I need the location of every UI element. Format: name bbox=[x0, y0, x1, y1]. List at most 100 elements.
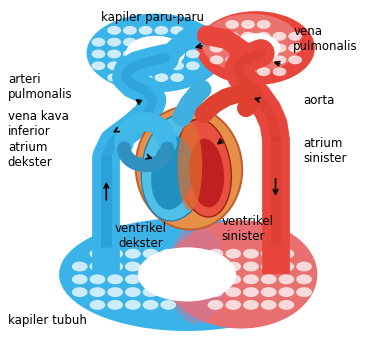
Ellipse shape bbox=[241, 55, 255, 64]
Ellipse shape bbox=[143, 261, 159, 271]
Ellipse shape bbox=[273, 67, 286, 76]
Ellipse shape bbox=[210, 44, 223, 53]
Ellipse shape bbox=[241, 44, 255, 53]
Ellipse shape bbox=[261, 287, 276, 297]
Ellipse shape bbox=[176, 119, 231, 217]
Ellipse shape bbox=[243, 274, 259, 284]
Ellipse shape bbox=[186, 61, 200, 70]
Ellipse shape bbox=[154, 49, 168, 58]
Ellipse shape bbox=[126, 36, 185, 70]
Ellipse shape bbox=[261, 261, 276, 271]
Ellipse shape bbox=[190, 287, 206, 297]
Ellipse shape bbox=[123, 73, 137, 82]
Ellipse shape bbox=[139, 61, 153, 70]
Ellipse shape bbox=[123, 38, 137, 47]
Ellipse shape bbox=[178, 122, 202, 211]
Ellipse shape bbox=[279, 249, 294, 259]
Ellipse shape bbox=[178, 261, 194, 271]
Ellipse shape bbox=[257, 44, 271, 53]
Ellipse shape bbox=[190, 274, 206, 284]
Ellipse shape bbox=[125, 287, 141, 297]
Text: vena kava
inferior: vena kava inferior bbox=[8, 110, 69, 138]
Ellipse shape bbox=[154, 38, 168, 47]
Ellipse shape bbox=[261, 300, 276, 310]
Ellipse shape bbox=[143, 274, 159, 284]
Ellipse shape bbox=[288, 55, 302, 64]
Ellipse shape bbox=[243, 287, 259, 297]
Ellipse shape bbox=[154, 73, 168, 82]
Ellipse shape bbox=[186, 49, 200, 58]
Ellipse shape bbox=[241, 20, 255, 29]
Ellipse shape bbox=[151, 137, 193, 210]
Ellipse shape bbox=[186, 38, 200, 47]
Ellipse shape bbox=[225, 20, 239, 29]
Ellipse shape bbox=[208, 300, 223, 310]
Ellipse shape bbox=[210, 32, 223, 41]
Ellipse shape bbox=[243, 261, 259, 271]
Ellipse shape bbox=[143, 300, 159, 310]
Ellipse shape bbox=[141, 115, 209, 221]
Ellipse shape bbox=[160, 274, 176, 284]
Ellipse shape bbox=[160, 300, 176, 310]
Ellipse shape bbox=[279, 274, 294, 284]
Ellipse shape bbox=[225, 249, 241, 259]
Ellipse shape bbox=[225, 300, 241, 310]
Ellipse shape bbox=[261, 274, 276, 284]
Ellipse shape bbox=[72, 261, 88, 271]
Ellipse shape bbox=[107, 261, 123, 271]
Ellipse shape bbox=[107, 49, 121, 58]
Ellipse shape bbox=[279, 261, 294, 271]
Ellipse shape bbox=[178, 274, 194, 284]
Ellipse shape bbox=[139, 26, 153, 35]
Text: ventrikel
sinister: ventrikel sinister bbox=[222, 216, 273, 243]
Ellipse shape bbox=[107, 287, 123, 297]
Ellipse shape bbox=[91, 61, 105, 70]
Ellipse shape bbox=[296, 274, 312, 284]
Ellipse shape bbox=[154, 61, 168, 70]
Ellipse shape bbox=[125, 274, 141, 284]
Ellipse shape bbox=[273, 44, 286, 53]
Ellipse shape bbox=[107, 73, 121, 82]
Ellipse shape bbox=[288, 44, 302, 53]
Ellipse shape bbox=[170, 38, 184, 47]
Ellipse shape bbox=[139, 73, 153, 82]
Ellipse shape bbox=[208, 261, 223, 271]
Ellipse shape bbox=[138, 247, 236, 302]
Ellipse shape bbox=[139, 38, 153, 47]
Ellipse shape bbox=[225, 67, 239, 76]
Text: atrium
dekster: atrium dekster bbox=[8, 141, 53, 169]
Text: kapiler paru-paru: kapiler paru-paru bbox=[101, 11, 204, 24]
Ellipse shape bbox=[170, 49, 184, 58]
Ellipse shape bbox=[257, 20, 271, 29]
Text: kapiler tubuh: kapiler tubuh bbox=[8, 314, 87, 327]
Ellipse shape bbox=[296, 287, 312, 297]
Text: arteri
pulmonalis: arteri pulmonalis bbox=[8, 73, 72, 101]
Ellipse shape bbox=[279, 300, 294, 310]
Ellipse shape bbox=[107, 38, 121, 47]
Ellipse shape bbox=[225, 261, 241, 271]
Ellipse shape bbox=[243, 249, 259, 259]
Ellipse shape bbox=[257, 67, 271, 76]
Ellipse shape bbox=[225, 287, 241, 297]
Ellipse shape bbox=[170, 73, 184, 82]
Ellipse shape bbox=[241, 67, 255, 76]
Ellipse shape bbox=[225, 55, 239, 64]
Ellipse shape bbox=[225, 44, 239, 53]
Ellipse shape bbox=[107, 300, 123, 310]
Ellipse shape bbox=[197, 11, 315, 85]
Ellipse shape bbox=[189, 139, 224, 207]
Ellipse shape bbox=[231, 33, 280, 63]
Ellipse shape bbox=[136, 107, 242, 230]
Ellipse shape bbox=[107, 274, 123, 284]
Ellipse shape bbox=[154, 26, 168, 35]
Ellipse shape bbox=[91, 38, 105, 47]
Ellipse shape bbox=[273, 55, 286, 64]
Ellipse shape bbox=[170, 61, 184, 70]
Ellipse shape bbox=[143, 287, 159, 297]
Text: ventrikel
dekster: ventrikel dekster bbox=[115, 222, 167, 250]
Ellipse shape bbox=[261, 249, 276, 259]
Ellipse shape bbox=[202, 14, 300, 73]
Ellipse shape bbox=[90, 300, 105, 310]
Ellipse shape bbox=[107, 249, 123, 259]
Ellipse shape bbox=[125, 261, 141, 271]
